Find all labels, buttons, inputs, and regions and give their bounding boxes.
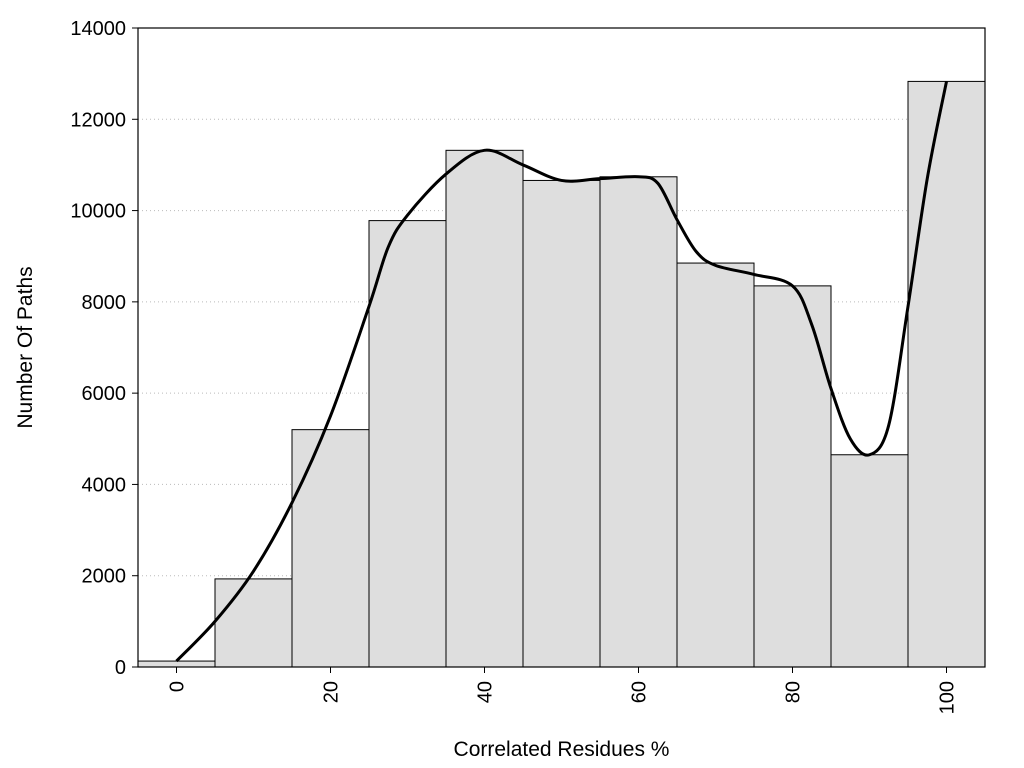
histogram-bars [137,80,986,668]
histogram-bar [522,179,601,668]
y-tick-label: 10000 [70,201,126,223]
y-tick-label: 14000 [70,18,126,40]
y-tick-label: 2000 [82,566,127,588]
histogram-bar [753,285,832,668]
histogram-bar [676,262,755,668]
x-axis-title: Correlated Residues % [454,738,670,761]
histogram-bar [907,80,986,668]
x-tick-label: 80 [783,681,805,703]
histogram-bar [291,429,370,668]
x-tick-label: 100 [937,681,959,714]
histogram-bar [599,176,678,668]
y-tick-label: 6000 [82,383,127,405]
y-axis-ticks: 0 2000 4000 6000 8000 10000 12000 14000 [70,18,138,679]
x-tick-label: 0 [167,681,189,692]
y-tick-label: 8000 [82,292,127,314]
y-tick-label: 12000 [70,109,126,131]
histogram-bar [137,660,216,668]
y-tick-label: 4000 [82,474,127,496]
histogram-bar [445,149,524,668]
histogram-bar [214,578,293,668]
trend-line [175,81,948,663]
plot-frame [137,27,986,668]
x-axis-ticks: 0 20 40 60 80 100 [167,667,959,714]
histogram-bar [368,220,447,668]
y-axis-title: Number Of Paths [14,266,37,428]
x-tick-label: 20 [321,681,343,703]
x-tick-label: 60 [629,681,651,703]
x-tick-label: 40 [475,681,497,703]
trend-line-layer [175,81,948,663]
histogram-bar [830,454,909,668]
y-tick-label: 0 [115,657,126,679]
